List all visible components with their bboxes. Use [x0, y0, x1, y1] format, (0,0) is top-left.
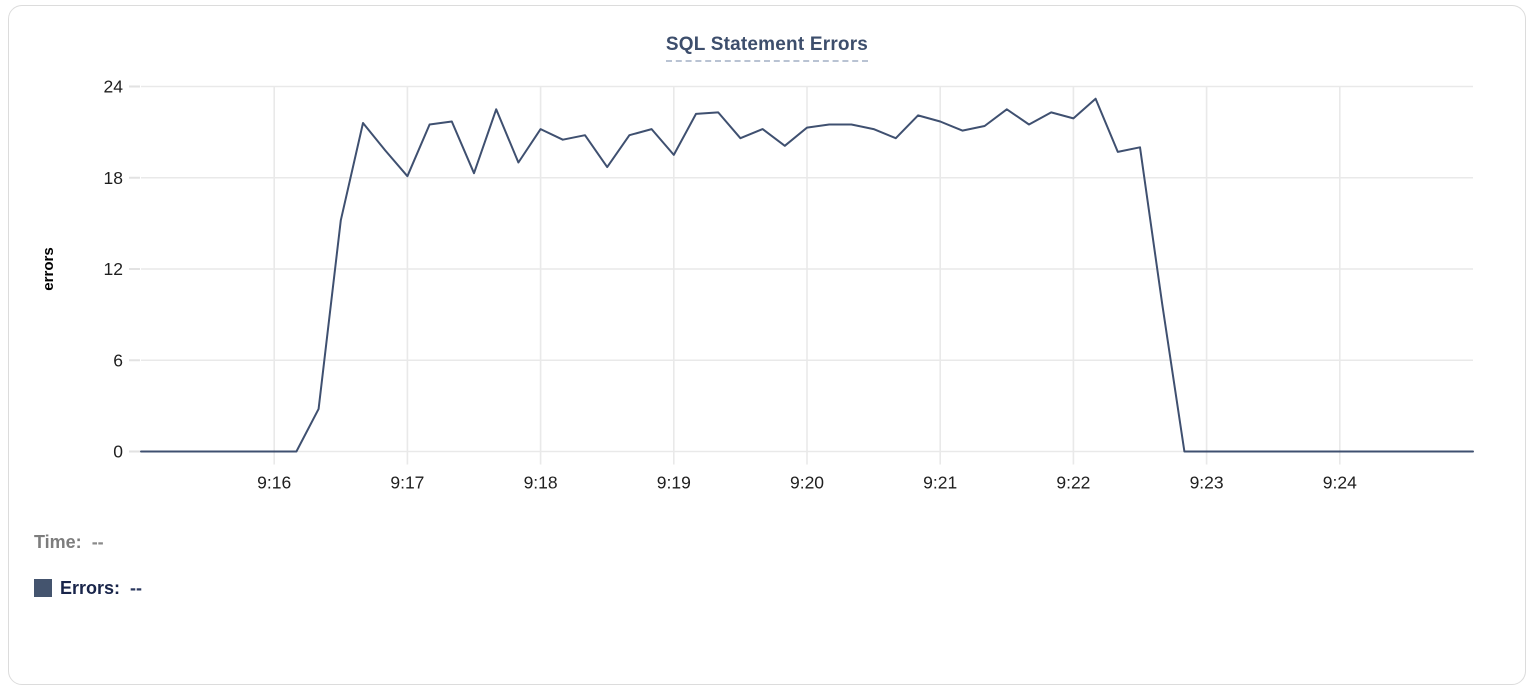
errors-value: -- — [130, 577, 143, 598]
readout-errors-row: Errors: -- — [34, 576, 142, 600]
time-label: Time: — [34, 531, 82, 552]
errors-series-line — [140, 97, 1474, 453]
x-tick-label: 9:20 — [790, 473, 824, 493]
x-gridlines: 9:16 9:17 9:18 9:19 9:20 9:21 9:22 9:23 9:24 — [257, 86, 1357, 493]
y-tick-label: 24 — [104, 77, 124, 97]
y-axis-title: errors — [40, 247, 57, 290]
errors-label: Errors: — [60, 577, 121, 598]
hover-readout: Time: -- Errors: -- — [34, 530, 142, 622]
chart-title[interactable]: SQL Statement Errors — [665, 34, 869, 62]
x-tick-label: 9:22 — [1056, 473, 1090, 493]
x-tick-label: 9:23 — [1190, 473, 1224, 493]
chart-title-wrap: SQL Statement Errors — [9, 34, 1525, 62]
chart-card: SQL Statement Errors 0 6 12 18 24 9:16 9:17 9:1… — [8, 5, 1526, 685]
errors-line-chart[interactable]: 0 6 12 18 24 9:16 9:17 9:18 9:19 9:20 9:21 9:22 9:23… — [9, 6, 1528, 511]
x-tick-label: 9:21 — [923, 473, 957, 493]
x-tick-label: 9:18 — [524, 473, 558, 493]
y-gridlines: 0 6 12 18 24 — [104, 77, 1473, 462]
x-tick-label: 9:17 — [390, 473, 424, 493]
time-value: -- — [91, 531, 104, 552]
x-tick-label: 9:16 — [257, 473, 291, 493]
y-tick-label: 18 — [104, 168, 123, 188]
readout-time-row: Time: -- — [34, 530, 142, 554]
x-tick-label: 9:24 — [1323, 473, 1357, 493]
y-tick-label: 6 — [113, 350, 123, 370]
x-tick-label: 9:19 — [657, 473, 691, 493]
y-tick-label: 0 — [113, 442, 123, 462]
y-tick-label: 12 — [104, 259, 123, 279]
errors-series-swatch — [34, 579, 52, 597]
